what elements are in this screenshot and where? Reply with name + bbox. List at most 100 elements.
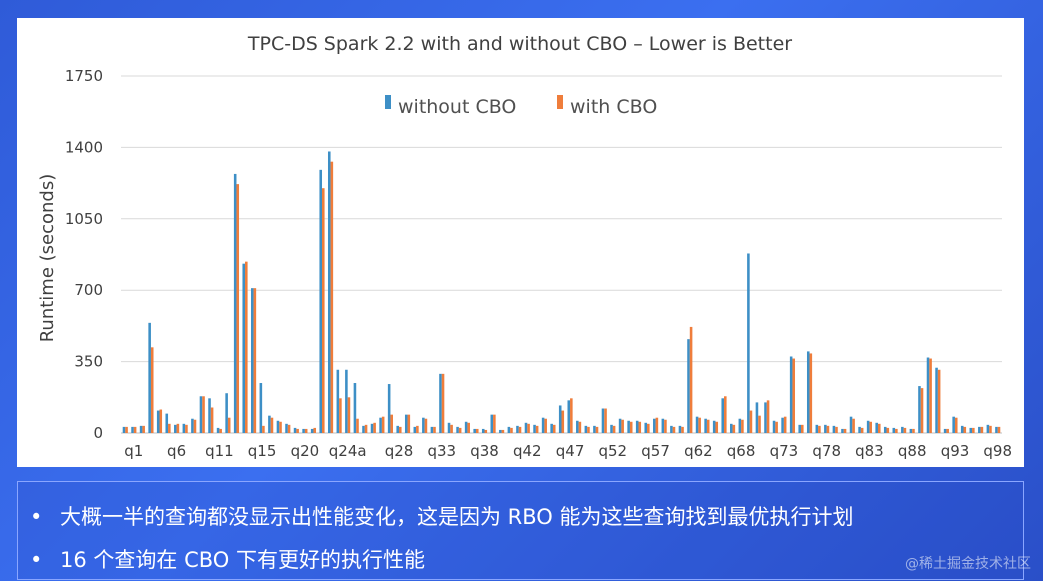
bar-with-cbo [570, 398, 573, 433]
bar-without-cbo [781, 417, 784, 433]
bar-with-cbo [210, 407, 214, 433]
bar-without-cbo [353, 383, 357, 433]
bar-without-cbo [362, 425, 365, 433]
bar-without-cbo [601, 408, 605, 433]
chart-card: TPC-DS Spark 2.2 with and without CBO – … [17, 18, 1024, 467]
bar-without-cbo [396, 425, 399, 433]
bar-with-cbo [424, 418, 428, 433]
bar-with-cbo [458, 427, 462, 433]
bar-with-cbo [895, 428, 898, 433]
bar-without-cbo [216, 427, 220, 433]
bar-with-cbo [595, 426, 599, 433]
bar-without-cbo [849, 416, 853, 433]
bar-with-cbo [313, 427, 317, 433]
bar-without-cbo [747, 253, 750, 433]
bar-with-cbo [869, 421, 872, 433]
bar-without-cbo [678, 425, 682, 433]
bar-without-cbo [165, 413, 169, 433]
bar-with-cbo [578, 421, 582, 433]
legend: without CBO with CBO [385, 95, 657, 118]
x-tick-label: q20 [291, 442, 320, 460]
bar-with-cbo [886, 427, 890, 433]
bar-without-cbo [593, 425, 596, 433]
bar-without-cbo [533, 424, 536, 433]
bar-without-cbo [439, 373, 442, 433]
bar-without-cbo [584, 425, 588, 433]
bar-without-cbo [832, 425, 836, 433]
bar-with-cbo [629, 421, 633, 433]
bar-with-cbo [339, 398, 342, 433]
bar-without-cbo [541, 417, 545, 433]
bar-without-cbo [379, 417, 382, 433]
bar-without-cbo [345, 369, 348, 433]
bar-with-cbo [792, 358, 796, 433]
bar-without-cbo [806, 351, 810, 433]
bar-with-cbo [510, 427, 513, 433]
y-tick-labels: 0 350 700 1050 1400 1750 [65, 67, 103, 442]
x-tick-label: q62 [684, 442, 713, 460]
bar-without-cbo [892, 427, 896, 433]
bar-with-cbo [818, 425, 821, 433]
x-tick-label: q68 [727, 442, 756, 460]
bar-with-cbo [741, 419, 744, 433]
bar-with-cbo [279, 421, 282, 433]
bar-without-cbo [558, 405, 562, 433]
bar-with-cbo [920, 388, 924, 433]
bar-without-cbo [978, 426, 981, 433]
bar-without-cbo [550, 423, 553, 433]
bar-with-cbo [398, 426, 402, 433]
bar-without-cbo [969, 427, 973, 433]
bar-without-cbo [866, 420, 870, 433]
bar-with-cbo [364, 424, 368, 433]
bar-without-cbo [883, 426, 887, 433]
x-tick-label: q83 [855, 442, 884, 460]
bar-with-cbo [219, 428, 222, 433]
bar-without-cbo [225, 393, 228, 433]
bar-with-cbo [715, 421, 719, 433]
x-tick-label: q47 [556, 442, 585, 460]
bar-without-cbo [789, 356, 793, 433]
legend-swatch-without-cbo [385, 95, 391, 109]
bar-with-cbo [852, 418, 855, 433]
bar-with-cbo [689, 326, 693, 433]
bar-without-cbo [499, 429, 502, 433]
x-tick-label: q57 [641, 442, 670, 460]
bar-with-cbo [758, 415, 761, 433]
bar-without-cbo [285, 423, 288, 433]
note-text-1: 大概一半的查询都没显示出性能变化，这是因为 RBO 能为这些查询找到最优执行计划 [60, 505, 854, 529]
bar-with-cbo [262, 425, 265, 433]
x-tick-label: q93 [941, 442, 970, 460]
bar-with-cbo [766, 400, 770, 433]
bar-with-cbo [775, 421, 778, 433]
x-tick-label: q6 [167, 442, 186, 460]
bar-with-cbo [749, 410, 753, 433]
bar-without-cbo [191, 418, 194, 433]
bar-with-cbo [724, 396, 727, 433]
x-tick-label: q15 [248, 442, 277, 460]
bar-with-cbo [193, 419, 197, 433]
gridlines [121, 75, 1002, 434]
bar-without-cbo [276, 420, 280, 433]
x-tick-label: q38 [470, 442, 499, 460]
bar-without-cbo [704, 418, 707, 433]
bar-with-cbo [176, 423, 180, 433]
bar-with-cbo [946, 428, 949, 433]
bar-with-cbo [604, 408, 607, 433]
bar-with-cbo [621, 419, 624, 433]
bar-without-cbo [755, 402, 759, 433]
bar-without-cbo [456, 426, 459, 433]
bar-with-cbo [467, 422, 470, 433]
bar-without-cbo [712, 420, 716, 433]
bar-with-cbo [202, 396, 205, 433]
x-tick-label: q98 [983, 442, 1012, 460]
legend-swatch-with-cbo [557, 95, 563, 109]
bar-with-cbo [535, 425, 539, 433]
bar-with-cbo [963, 426, 967, 433]
bar-without-cbo [387, 384, 391, 433]
y-tick-label: 1400 [65, 138, 103, 156]
bar-with-cbo [450, 424, 453, 433]
x-tick-label: q1 [124, 442, 143, 460]
bar-with-cbo [544, 418, 547, 433]
bar-without-cbo [447, 422, 451, 433]
x-tick-label: q11 [205, 442, 234, 460]
